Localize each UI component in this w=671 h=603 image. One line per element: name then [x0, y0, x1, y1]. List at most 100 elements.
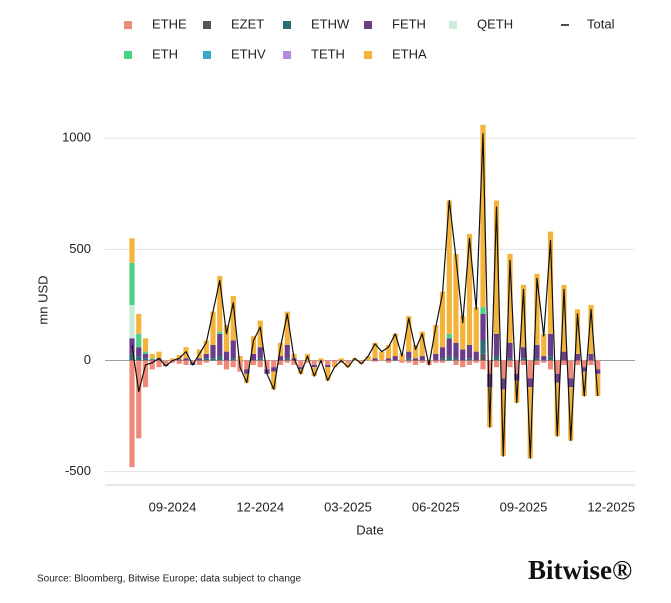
- bar-segment: [129, 238, 135, 263]
- bar-segment: [446, 200, 452, 334]
- bar-segment: [129, 360, 135, 468]
- bar-segment: [237, 356, 243, 361]
- legend-label: Total: [587, 16, 615, 31]
- legend-label: ETHE: [152, 16, 187, 31]
- legend-swatch: [283, 51, 291, 59]
- bar-segment: [223, 324, 230, 352]
- source-note: Source: Bloomberg, Bitwise Europe; data …: [37, 574, 301, 585]
- bar-segment: [453, 342, 459, 359]
- bar-segment: [480, 360, 486, 370]
- bar-segment: [365, 356, 371, 361]
- bar-segment: [561, 284, 567, 352]
- bar-segment: [406, 358, 412, 361]
- bar-segment: [149, 360, 155, 370]
- bar-segment: [419, 356, 425, 361]
- bar-segment: [183, 360, 189, 365]
- bar-segment: [358, 361, 365, 364]
- legend-label: EZET: [231, 16, 264, 31]
- bar-segment: [176, 354, 182, 360]
- bar-segment: [453, 358, 459, 361]
- bar-segment: [149, 359, 155, 361]
- bar-segment: [534, 344, 540, 359]
- bar-segment: [412, 358, 419, 361]
- bar-segment: [217, 333, 223, 357]
- y-tick-label: 1000: [62, 130, 91, 145]
- bar-segment: [250, 336, 257, 354]
- bar-segment: [250, 353, 257, 361]
- bar-segment: [284, 311, 290, 345]
- legend-swatch: [203, 51, 211, 59]
- x-tick-label: 06-2025: [412, 499, 460, 514]
- x-tick-label: 03-2025: [324, 499, 372, 514]
- bar-segment: [439, 360, 446, 363]
- bar-segment: [520, 347, 527, 359]
- bar-segment: [149, 358, 155, 360]
- bar-segment: [595, 360, 601, 370]
- bar-segment: [210, 311, 216, 345]
- bar-segment: [534, 273, 540, 345]
- bar-segment: [311, 367, 317, 377]
- bar-segment: [264, 360, 270, 370]
- x-axis-title: Date: [356, 522, 383, 537]
- bar-segment: [223, 360, 230, 370]
- legend-label: FETH: [392, 16, 426, 31]
- bar-segment: [507, 358, 513, 361]
- y-axis-title: mn USD: [35, 275, 50, 324]
- bar-segment: [466, 358, 473, 361]
- bar-segment: [136, 333, 142, 348]
- bar-segment: [149, 353, 155, 359]
- bar-segment: [203, 340, 209, 354]
- bar-segment: [439, 358, 446, 361]
- bar-segment: [244, 373, 250, 383]
- bar-segment: [547, 360, 554, 370]
- bar-segment: [257, 320, 263, 348]
- bar-segment: [271, 360, 277, 368]
- bar-segment: [466, 233, 473, 345]
- bar-segment: [500, 389, 506, 457]
- bar-segment: [284, 358, 290, 361]
- bar-segment: [439, 347, 446, 359]
- bar-segment: [534, 358, 540, 361]
- bar-segment: [412, 344, 419, 359]
- x-tick-label: 09-2024: [149, 499, 197, 514]
- bar-segment: [527, 360, 533, 379]
- bar-segment: [142, 351, 149, 354]
- bar-segment: [230, 296, 236, 341]
- bar-segment: [527, 378, 533, 388]
- bar-segment: [196, 358, 203, 361]
- bar-segment: [331, 362, 338, 368]
- bar-segment: [291, 360, 297, 365]
- bar-segment: [588, 360, 594, 365]
- bar-segment: [399, 353, 405, 361]
- bar-segment: [480, 307, 486, 314]
- bar-segment: [210, 344, 216, 359]
- legend-label: ETHW: [311, 16, 350, 31]
- bar-segment: [230, 360, 236, 368]
- bar-segment: [507, 342, 513, 359]
- bar-segment: [514, 360, 520, 374]
- bar-segment: [163, 360, 169, 365]
- bar-segment: [473, 360, 479, 363]
- bar-segment: [514, 373, 520, 381]
- bar-segment: [507, 360, 513, 368]
- bar-segment: [244, 360, 250, 370]
- x-tick-label: 12-2024: [236, 499, 284, 514]
- bar-segment: [156, 351, 162, 359]
- bar-segment: [493, 200, 500, 334]
- bar-segment: [460, 349, 466, 361]
- bar-segment: [372, 342, 378, 359]
- bar-segment: [311, 360, 317, 365]
- bar-segment: [311, 364, 317, 368]
- bar-segment: [257, 358, 263, 361]
- bar-segment: [507, 253, 513, 343]
- bar-segment: [142, 358, 149, 361]
- bar-segment: [406, 316, 412, 352]
- bar-segment: [190, 360, 196, 363]
- bar-segment: [527, 387, 533, 459]
- bar-segment: [210, 358, 216, 361]
- bar-segment: [547, 231, 554, 334]
- bar-segment: [406, 351, 412, 359]
- bar-segment: [473, 307, 479, 352]
- bar-segment: [595, 373, 601, 397]
- bar-segment: [493, 356, 500, 361]
